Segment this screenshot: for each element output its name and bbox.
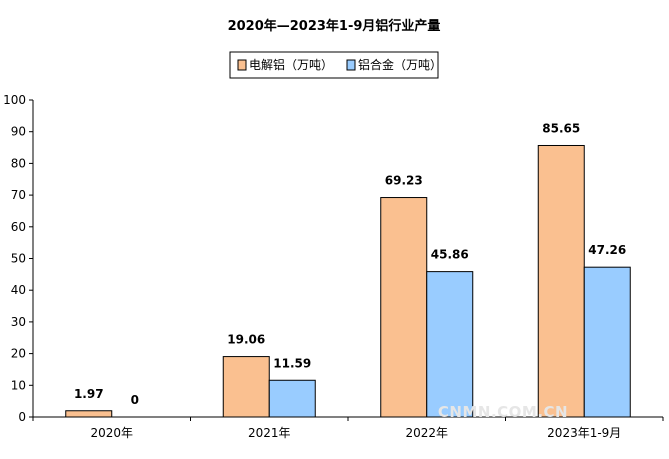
bars — [65, 144, 631, 418]
x-tick-label: 2023年1-9月 — [547, 426, 621, 440]
y-tick-label: 40 — [11, 283, 26, 297]
data-labels: 1.97 19.06 69.23 85.65 0 11.59 45.86 47.26 — [74, 121, 626, 407]
legend-swatch — [237, 59, 247, 71]
y-tick-label: 100 — [3, 93, 26, 107]
data-label: 0 — [131, 393, 139, 407]
y-tick-label: 80 — [11, 156, 26, 170]
y-tick-label: 70 — [11, 188, 26, 202]
data-label: 1.97 — [74, 387, 104, 401]
chart-title: 2020年—2023年1-9月铝行业产量 — [228, 18, 441, 34]
bar — [426, 271, 474, 418]
legend: 电解铝（万吨） 铝合金（万吨） — [229, 51, 442, 79]
legend-label: 铝合金（万吨） — [358, 57, 442, 72]
data-label: 85.65 — [542, 121, 580, 135]
y-tick-label: 20 — [11, 347, 26, 361]
y-tick-label: 0 — [18, 410, 26, 424]
data-label: 47.26 — [588, 243, 626, 257]
data-label: 11.59 — [273, 356, 311, 370]
data-label: 19.06 — [227, 333, 265, 347]
y-tick-label: 90 — [11, 125, 26, 139]
axes: 0 10 20 30 40 50 60 70 80 90 100 2020年 2021年 2022年 202… — [3, 93, 664, 440]
bar — [268, 379, 316, 418]
watermark: CNMN.COM.CN — [438, 403, 568, 421]
x-tick-label: 2022年 — [405, 426, 448, 440]
bar — [65, 410, 113, 418]
legend-label: 电解铝（万吨） — [249, 57, 333, 72]
bar — [537, 144, 585, 418]
y-tick-label: 10 — [11, 378, 26, 392]
data-label: 69.23 — [385, 174, 423, 188]
x-tick-label: 2021年 — [248, 426, 291, 440]
data-label: 45.86 — [431, 248, 469, 262]
x-tick-label: 2020年 — [90, 426, 133, 440]
legend-frame — [229, 51, 439, 79]
bar — [583, 266, 631, 418]
y-tick-label: 60 — [11, 220, 26, 234]
bar — [380, 197, 428, 418]
y-tick-label: 30 — [11, 315, 26, 329]
legend-swatch — [346, 59, 356, 71]
bar — [222, 356, 270, 418]
y-tick-label: 50 — [11, 252, 26, 266]
